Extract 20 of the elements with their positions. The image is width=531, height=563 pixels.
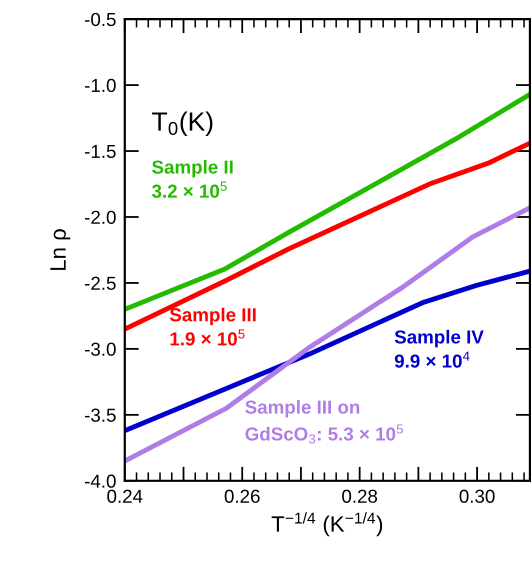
y-tick-label: -1.0 xyxy=(84,78,116,92)
y-tick-label: -2.0 xyxy=(84,210,116,224)
y-tick-label: -1.5 xyxy=(84,144,116,158)
y-tick-label: -3.5 xyxy=(84,408,116,422)
y-tick-label: -0.5 xyxy=(84,12,116,26)
annotation: T$_{0}$(K) xyxy=(152,111,212,136)
x-tick-label: 0.30 xyxy=(460,490,495,503)
y-tick-label: -3.0 xyxy=(84,342,116,356)
x-axis-title: T$^{−1/4}$ (K$^{−1/4}$) xyxy=(272,512,382,536)
series-label: Sample III 1.9 × 10$^{5}$ xyxy=(170,308,256,346)
series-label: Sample III on GdScO$_{3}$: 5.3 × 10$^{5}$ xyxy=(245,400,403,444)
text: Sample II 3.2 × 10$^{5}$ xyxy=(152,160,233,198)
x-tick-label: 0.28 xyxy=(342,490,378,503)
y-tick-label: -2.5 xyxy=(84,276,116,290)
y-tick-label: -4.0 xyxy=(84,474,116,488)
series-label: Sample IV 9.9 × 10$^{4}$ xyxy=(394,330,484,368)
line-series xyxy=(124,205,530,464)
y-axis-title: Ln ρ xyxy=(50,229,70,270)
x-tick-label: 0.26 xyxy=(224,490,260,503)
x-tick-label: 0.24 xyxy=(107,490,142,503)
